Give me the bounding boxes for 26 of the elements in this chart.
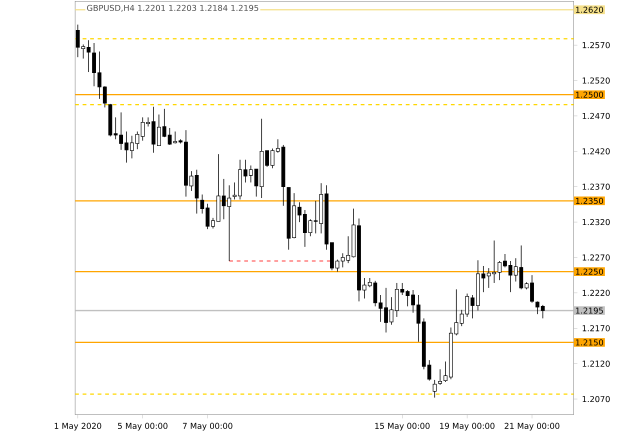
- chart-title: GBPUSD,H4 1.2201 1.2203 1.2184 1.2195: [87, 4, 258, 12]
- candlestick: [432, 380, 437, 398]
- y-tick-label: 1.2120: [582, 360, 610, 367]
- y-tick-label: 1.2370: [582, 184, 610, 190]
- x-tick-label: 1 May 2020: [54, 422, 102, 431]
- ref-line-label: 1.2250: [576, 268, 604, 275]
- ref-line-label: 1.2500: [576, 92, 604, 98]
- y-tick-label: 1.2220: [582, 290, 610, 296]
- ref-line-label: 1.2150: [576, 339, 604, 346]
- candlestick: [438, 369, 442, 386]
- x-tick-label: 5 May 00:00: [118, 422, 168, 431]
- x-tick-label: 15 May 00:00: [375, 422, 430, 431]
- y-tick-label: 1.2420: [582, 148, 610, 155]
- ref-line-label: 1.2195: [576, 308, 603, 314]
- x-tick-label: 21 May 00:00: [504, 422, 560, 431]
- x-tick-label: 7 May 00:00: [182, 422, 232, 431]
- x-tick-label: 19 May 00:00: [440, 422, 494, 431]
- y-tick-label: 1.2170: [582, 325, 610, 332]
- y-tick-label: 1.2270: [582, 254, 610, 261]
- y-tick-label: 1.2570: [582, 42, 610, 48]
- y-tick-label: 1.2520: [582, 78, 610, 84]
- y-tick-label: 1.2320: [582, 219, 610, 226]
- y-tick-label: 1.2470: [582, 112, 610, 120]
- ref-line-label: 1.2350: [576, 198, 604, 204]
- ref-line-label: 1.2620: [576, 6, 604, 13]
- y-tick-label: 1.2070: [582, 396, 610, 402]
